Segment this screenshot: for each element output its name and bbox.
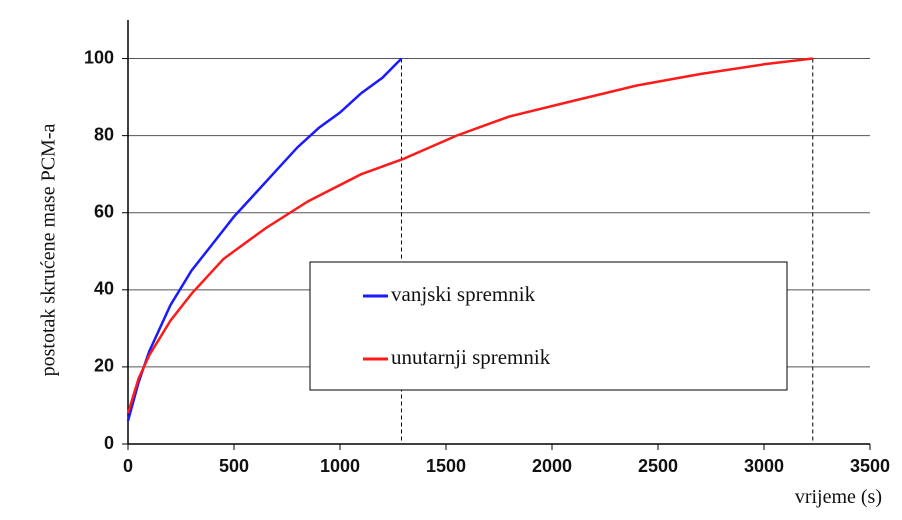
y-tick-label: 60: [94, 201, 114, 221]
x-tick-label: 3500: [850, 456, 890, 476]
legend-label: unutarnji spremnik: [391, 345, 551, 369]
y-tick-label: 80: [94, 124, 114, 144]
x-tick-label: 1500: [426, 456, 466, 476]
x-tick-label: 0: [123, 456, 133, 476]
x-tick-label: 3000: [744, 456, 784, 476]
x-axis-label: vrijeme (s): [795, 486, 882, 508]
y-tick-label: 40: [94, 279, 114, 299]
x-tick-label: 2000: [532, 456, 572, 476]
y-tick-label: 20: [94, 356, 114, 376]
y-axis-label: postotak skrućene mase PCM-a: [38, 124, 60, 377]
x-tick-label: 2500: [638, 456, 678, 476]
y-tick-label: 0: [104, 433, 114, 453]
x-tick-label: 500: [219, 456, 249, 476]
data-line: [126, 57, 813, 414]
y-tick-label: 100: [84, 47, 114, 67]
legend-label: vanjski spremnik: [391, 282, 536, 306]
legend-box: [309, 261, 788, 391]
x-tick-label: 1000: [320, 456, 360, 476]
